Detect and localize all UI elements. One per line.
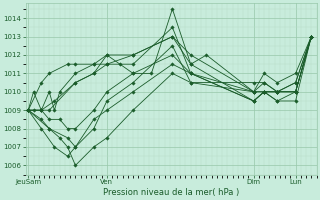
X-axis label: Pression niveau de la mer( hPa ): Pression niveau de la mer( hPa ) (103, 188, 239, 197)
